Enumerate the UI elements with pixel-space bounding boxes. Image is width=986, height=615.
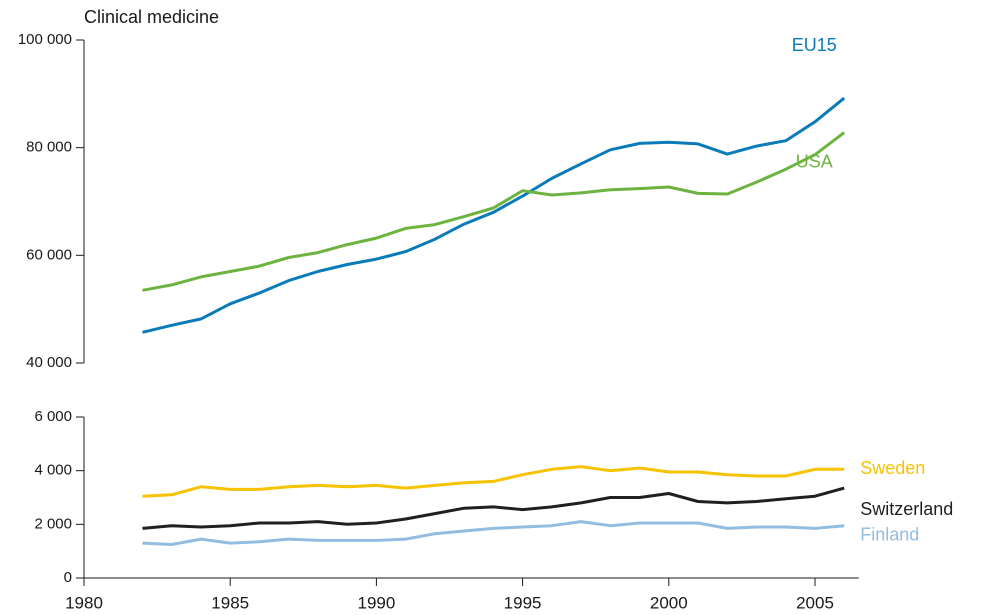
y-tick-label: 4 000 bbox=[34, 462, 72, 479]
series-line bbox=[142, 486, 845, 530]
x-tick-label: 1985 bbox=[211, 593, 249, 612]
series-line bbox=[142, 131, 846, 292]
y-tick-label: 0 bbox=[64, 569, 72, 586]
x-tick-label: 2005 bbox=[796, 593, 834, 612]
y-tick-label: 40 000 bbox=[26, 354, 72, 371]
y-tick-label: 2 000 bbox=[34, 515, 72, 532]
series-line bbox=[142, 520, 845, 546]
series-line bbox=[142, 465, 845, 498]
series-label: Sweden bbox=[860, 458, 925, 478]
x-tick-label: 1995 bbox=[504, 593, 542, 612]
x-tick-label: 1990 bbox=[357, 593, 395, 612]
series-line bbox=[142, 96, 846, 334]
series-label: Finland bbox=[860, 524, 919, 544]
series-label: Switzerland bbox=[860, 499, 953, 519]
chart-title: Clinical medicine bbox=[84, 7, 219, 27]
y-tick-label: 80 000 bbox=[26, 139, 72, 156]
series-label: EU15 bbox=[792, 35, 837, 55]
x-tick-label: 1980 bbox=[65, 593, 103, 612]
x-tick-label: 2000 bbox=[650, 593, 688, 612]
series-label: USA bbox=[796, 151, 833, 171]
y-tick-label: 6 000 bbox=[34, 408, 72, 425]
y-tick-label: 100 000 bbox=[18, 31, 72, 48]
y-tick-label: 60 000 bbox=[26, 246, 72, 263]
